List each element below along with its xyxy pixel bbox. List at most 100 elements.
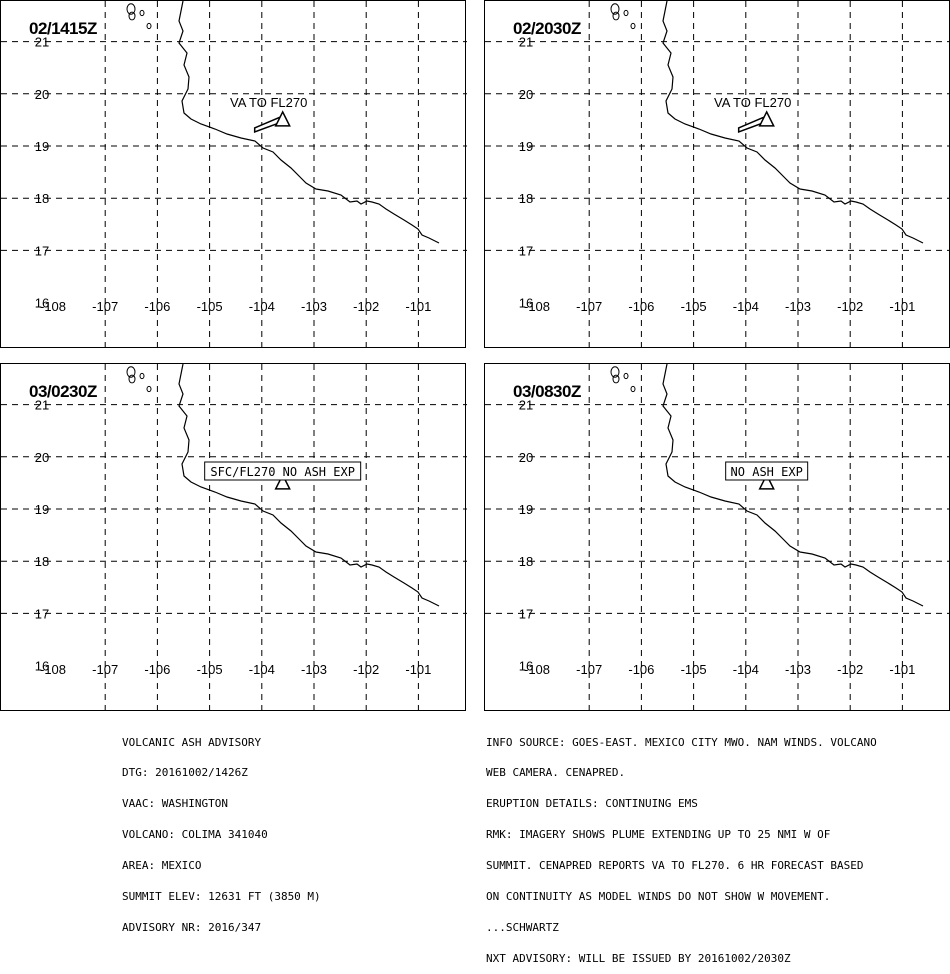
lon-tick-label: -108 xyxy=(40,662,66,677)
lon-tick-label: -101 xyxy=(889,662,915,677)
forecast-label: SFC/FL270 NO ASH EXP xyxy=(210,465,355,479)
lat-tick-label: 21 xyxy=(35,398,49,413)
lat-tick-label: 19 xyxy=(519,502,533,517)
lon-tick-label: -106 xyxy=(628,299,654,314)
lat-tick-label: 20 xyxy=(519,87,533,102)
lat-tick-label: 17 xyxy=(519,606,533,621)
lat-tick-label: 20 xyxy=(35,87,49,102)
lat-tick-label: 16 xyxy=(519,659,533,674)
island xyxy=(610,3,620,15)
coastline xyxy=(662,364,924,607)
lat-tick-label: 19 xyxy=(519,139,533,154)
lon-tick-label: -103 xyxy=(785,662,811,677)
lon-tick-label: -102 xyxy=(837,662,863,677)
lat-tick-label: 20 xyxy=(519,450,533,465)
island xyxy=(630,385,636,393)
lon-tick-label: -102 xyxy=(353,662,379,677)
advisory-line: DTG: 20161002/1426Z xyxy=(122,766,248,780)
island xyxy=(139,372,145,380)
panel-time-label: 03/0830Z xyxy=(513,382,581,401)
lon-tick-label: -108 xyxy=(524,299,550,314)
advisory-line: VOLCANIC ASH ADVISORY xyxy=(122,735,262,749)
forecast-label-box xyxy=(204,461,362,481)
forecast-panel-3: -108 -107 -106 -105 -104 -103 -102 -101 21 20 19 18… xyxy=(0,363,467,712)
lon-tick-label: -103 xyxy=(301,662,327,677)
island xyxy=(612,11,620,21)
volcano-triangle-icon xyxy=(758,110,775,127)
lon-tick-label: -106 xyxy=(144,299,170,314)
lat-tick-label: 16 xyxy=(35,296,49,311)
island xyxy=(126,3,136,15)
island xyxy=(126,366,136,378)
lon-tick-label: -105 xyxy=(681,299,707,314)
lon-tick-label: -102 xyxy=(353,299,379,314)
lon-tick-label: -102 xyxy=(837,299,863,314)
forecast-label: VA TO FL270 xyxy=(230,95,307,110)
lat-tick-label: 21 xyxy=(35,35,49,50)
advisory-line: AREA: MEXICO xyxy=(122,859,202,873)
lat-tick-label: 18 xyxy=(519,191,533,206)
island xyxy=(612,374,620,384)
island xyxy=(139,9,145,17)
advisory-line: SUMMIT ELEV: 12631 FT (3850 M) xyxy=(122,890,321,904)
island xyxy=(128,11,136,21)
lon-tick-label: -104 xyxy=(249,662,275,677)
lat-tick-label: 19 xyxy=(35,139,49,154)
lon-tick-label: -106 xyxy=(628,662,654,677)
lon-tick-label: -107 xyxy=(576,299,602,314)
lon-tick-label: -107 xyxy=(92,299,118,314)
advisory-remarks-right: INFO SOURCE: GOES-EAST. MEXICO CITY MWO.… xyxy=(486,717,877,974)
volcano-triangle-icon xyxy=(274,473,291,490)
map-svg: -108 -107 -106 -105 -104 -103 -102 -101 21 20 19 18… xyxy=(485,364,950,712)
map-svg: -108 -107 -106 -105 -104 -103 -102 -101 21 20 19 18… xyxy=(1,1,467,349)
lat-tick-label: 18 xyxy=(35,191,49,206)
island xyxy=(610,366,620,378)
advisory-header-left: VOLCANIC ASH ADVISORY DTG: 20161002/1426… xyxy=(122,717,321,944)
lat-tick-label: 16 xyxy=(519,296,533,311)
remark-line: WEB CAMERA. CENAPRED. xyxy=(486,766,626,780)
lat-tick-label: 21 xyxy=(519,35,533,50)
lon-tick-label: -105 xyxy=(681,662,707,677)
panel-time-label: 02/1415Z xyxy=(29,19,97,38)
lon-tick-label: -105 xyxy=(197,662,223,677)
lat-tick-label: 16 xyxy=(35,659,49,674)
remark-line: ERUPTION DETAILS: CONTINUING EMS xyxy=(486,797,698,811)
island xyxy=(146,22,152,30)
remark-line: ON CONTINUITY AS MODEL WINDS DO NOT SHOW… xyxy=(486,890,831,904)
lat-tick-label: 17 xyxy=(35,243,49,258)
lat-tick-label: 18 xyxy=(35,554,49,569)
lat-tick-label: 17 xyxy=(35,606,49,621)
lon-tick-label: -106 xyxy=(144,662,170,677)
forecast-panel-2: -108 -107 -106 -105 -104 -103 -102 -101 21 20 19 18… xyxy=(484,0,950,349)
lon-tick-label: -103 xyxy=(301,299,327,314)
coastline xyxy=(178,1,440,244)
volcano-triangle-icon xyxy=(274,110,291,127)
panel-time-label: 02/2030Z xyxy=(513,19,581,38)
lon-tick-label: -107 xyxy=(92,662,118,677)
advisory-line: VOLCANO: COLIMA 341040 xyxy=(122,828,268,842)
forecast-label: VA TO FL270 xyxy=(714,95,791,110)
map-svg: -108 -107 -106 -105 -104 -103 -102 -101 21 20 19 18… xyxy=(1,364,467,712)
volcano-triangle-icon xyxy=(758,473,775,490)
advisory-line: VAAC: WASHINGTON xyxy=(122,797,228,811)
lat-tick-label: 20 xyxy=(35,450,49,465)
island xyxy=(623,9,629,17)
lon-tick-label: -104 xyxy=(733,662,759,677)
coastline xyxy=(178,364,440,607)
lat-tick-label: 21 xyxy=(519,398,533,413)
island xyxy=(623,372,629,380)
lon-tick-label: -101 xyxy=(405,662,431,677)
lat-tick-label: 19 xyxy=(35,502,49,517)
lat-tick-label: 17 xyxy=(519,243,533,258)
island xyxy=(146,385,152,393)
island xyxy=(128,374,136,384)
lon-tick-label: -104 xyxy=(733,299,759,314)
forecast-label: NO ASH EXP xyxy=(731,465,803,479)
lat-tick-label: 18 xyxy=(519,554,533,569)
lon-tick-label: -101 xyxy=(405,299,431,314)
lon-tick-label: -101 xyxy=(889,299,915,314)
lon-tick-label: -103 xyxy=(785,299,811,314)
remark-line: RMK: IMAGERY SHOWS PLUME EXTENDING UP TO… xyxy=(486,828,831,842)
remark-line: INFO SOURCE: GOES-EAST. MEXICO CITY MWO.… xyxy=(486,735,877,749)
remark-line: NXT ADVISORY: WILL BE ISSUED BY 20161002… xyxy=(486,951,791,965)
